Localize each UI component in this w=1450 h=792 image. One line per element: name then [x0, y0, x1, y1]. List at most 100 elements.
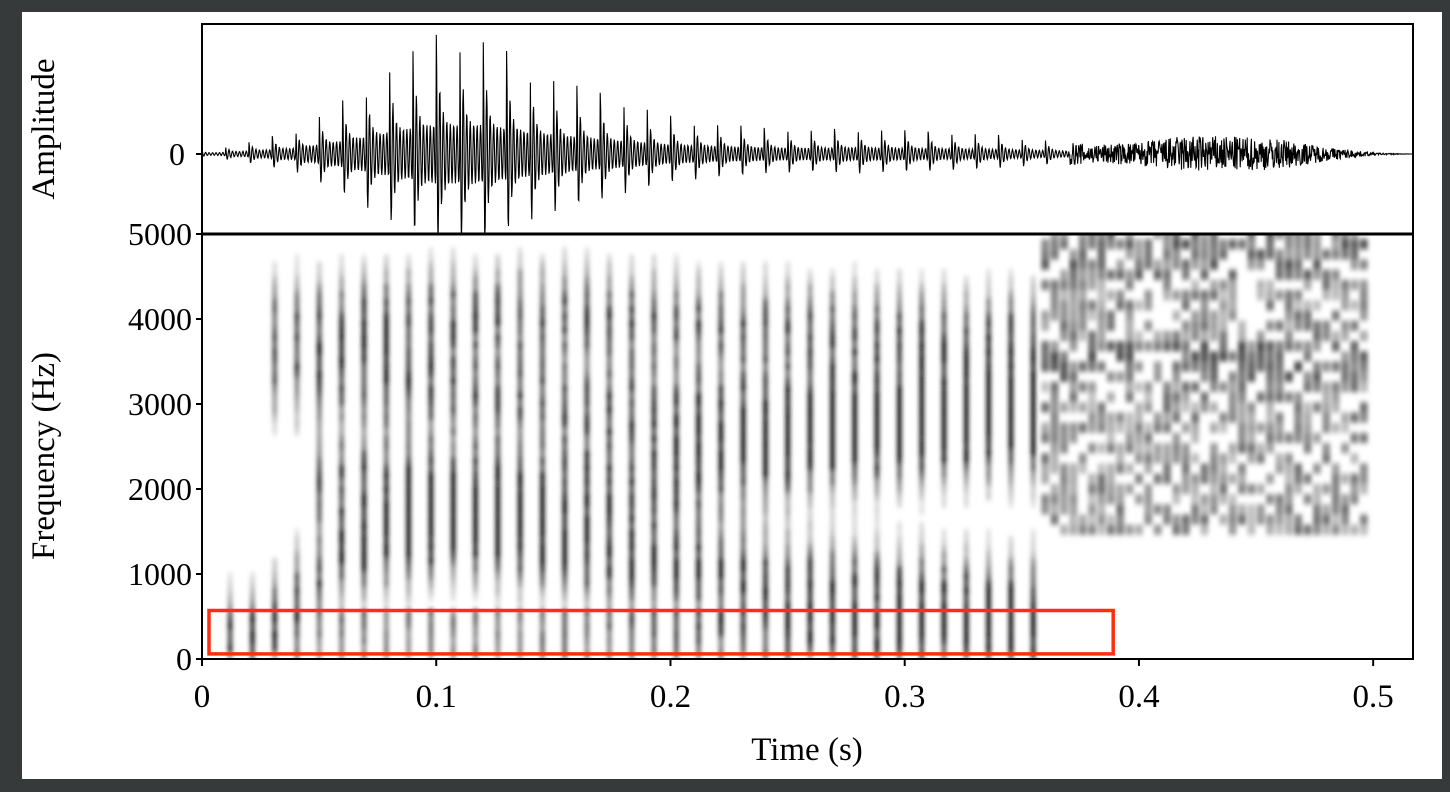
spectrogram-cell: [1219, 239, 1228, 250]
spectrogram-cell: [740, 399, 746, 407]
spectrogram-cell: [852, 514, 858, 522]
spectrogram-cell: [874, 341, 880, 349]
spectrogram-cell: [874, 493, 880, 501]
spectrogram-cell: [361, 442, 367, 450]
spectrogram-cell: [1322, 392, 1331, 403]
spectrogram-cell: [919, 464, 925, 472]
spectrogram-cell: [450, 298, 456, 306]
spectrogram-cell: [785, 290, 791, 298]
spectrogram-cell: [718, 471, 724, 479]
spectrogram-cell: [1008, 630, 1014, 638]
spectrogram-cell: [830, 435, 835, 443]
spectrogram-cell: [874, 334, 880, 342]
spectrogram-cell: [1294, 392, 1303, 403]
spectrogram-cell: [540, 601, 545, 609]
spectrogram-cell: [294, 558, 300, 566]
spectrogram-cell: [584, 478, 590, 486]
spectrogram-cell: [294, 334, 300, 342]
spectrogram-cell: [361, 587, 367, 595]
spectrogram-cell: [339, 363, 344, 371]
spectrogram-cell: [406, 391, 411, 399]
spectrogram-cell: [830, 464, 835, 472]
spectrogram-cell: [718, 355, 724, 363]
spectrogram-cell: [517, 334, 523, 342]
spectrogram-cell: [651, 529, 657, 537]
spectrogram-cell: [1050, 514, 1059, 525]
spectrogram-cell: [874, 283, 880, 291]
spectrogram-cell: [1153, 453, 1162, 464]
spectrogram-cell: [428, 522, 434, 530]
spectrogram-cell: [495, 290, 501, 298]
spectrogram-cell: [919, 312, 925, 320]
spectrogram-cell: [941, 290, 947, 298]
spectrogram-cell: [316, 493, 322, 501]
spectrogram-cell: [1238, 412, 1246, 423]
spectrogram-cell: [383, 514, 389, 522]
spectrogram-cell: [830, 623, 835, 631]
spectrogram-cell: [517, 449, 523, 457]
spectrogram-cell: [1350, 341, 1359, 352]
spectrogram-cell: [473, 420, 478, 428]
spectrogram-cell: [651, 500, 657, 508]
spectrogram-cell: [1331, 234, 1340, 240]
spectrogram-cell: [562, 485, 568, 493]
spectrogram-cell: [718, 478, 724, 486]
spectrogram-cell: [1228, 290, 1237, 301]
spectrogram-cell: [651, 341, 657, 349]
spectrogram-cell: [383, 565, 389, 573]
spectrogram-cell: [1219, 514, 1228, 525]
spectrogram-cell: [1144, 463, 1153, 474]
spectrogram-cell: [495, 637, 501, 645]
spectrogram-cell: [473, 428, 478, 436]
spectrogram-cell: [294, 326, 300, 334]
spectrogram-cell: [1060, 234, 1068, 240]
spectrogram-cell: [1219, 422, 1228, 433]
spectrogram-cell: [495, 363, 501, 371]
spectrogram-cell: [584, 615, 590, 623]
spectrogram-cell: [1247, 453, 1256, 464]
spectrogram-cell: [294, 572, 300, 580]
spectrogram-cell: [897, 558, 902, 566]
spectrogram-cell: [1088, 443, 1097, 454]
spectrogram-cell: [763, 493, 768, 501]
spectrogram-cell: [1069, 514, 1078, 525]
spectrogram-cell: [651, 471, 657, 479]
spectrogram-cell: [1008, 348, 1014, 356]
spectrogram-cell: [651, 594, 657, 602]
spectrogram-cell: [1116, 269, 1125, 280]
spectrogram-cell: [1313, 234, 1321, 240]
spectrogram-cell: [383, 355, 389, 363]
spectrogram-cell: [383, 478, 389, 486]
spectrogram-cell: [517, 565, 523, 573]
spectrogram-cell: [629, 341, 635, 349]
spectrogram-cell: [986, 420, 991, 428]
spectrogram-cell: [383, 550, 389, 558]
spectrogram-cell: [1134, 432, 1143, 444]
spectrogram-cell: [1030, 572, 1036, 580]
spectrogram-cell: [986, 334, 991, 342]
spectrogram-cell: [1144, 239, 1153, 250]
spectrogram-cell: [584, 565, 590, 573]
spectrogram-cell: [1060, 290, 1068, 301]
spectrogram-cell: [1200, 371, 1209, 382]
spectrogram-cell: [1041, 463, 1050, 474]
spectrogram-cell: [606, 384, 612, 392]
spectrogram-cell: [941, 630, 947, 638]
spectrogram-cell: [1256, 249, 1265, 260]
spectrogram-cell: [473, 312, 478, 320]
spectrogram-cell: [941, 558, 947, 566]
spectrogram-cell: [1116, 483, 1125, 495]
spectrogram-cell: [495, 319, 501, 327]
spectrogram-cell: [740, 276, 746, 284]
spectrogram-cell: [629, 276, 635, 284]
spectrogram-cell: [1008, 485, 1014, 493]
spectrogram-cell: [316, 594, 322, 602]
spectrogram-cell: [1256, 422, 1265, 433]
spectrogram-cell: [428, 507, 434, 515]
spectrogram-cell: [1097, 341, 1106, 352]
spectrogram-cell: [986, 485, 991, 493]
spectrogram-cell: [830, 319, 835, 327]
spectrogram-cell: [1331, 290, 1340, 301]
spectrogram-cell: [1116, 239, 1125, 250]
spectrogram-cell: [986, 283, 991, 291]
